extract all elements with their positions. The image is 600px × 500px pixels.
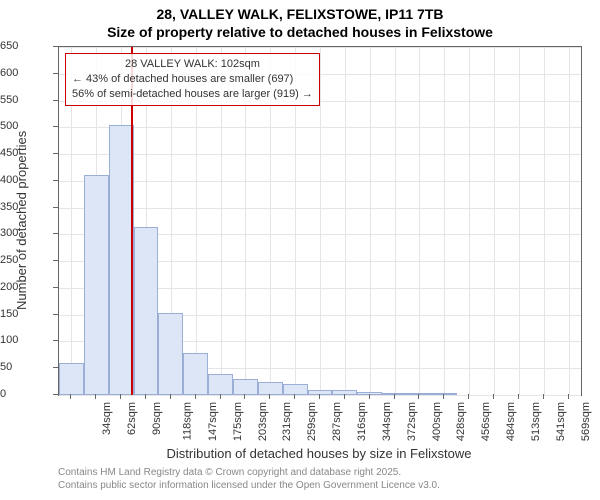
annotation-line1: 28 VALLEY WALK: 102sqm <box>72 57 313 72</box>
x-tick-label: 316sqm <box>357 402 369 441</box>
y-tick-label: 550 <box>0 94 50 106</box>
histogram-bar <box>59 363 84 395</box>
annotation-line3: 56% of semi-detached houses are larger (… <box>72 87 313 102</box>
histogram-bar <box>158 313 183 395</box>
x-tick-label: 569sqm <box>580 402 592 441</box>
x-tick-label: 147sqm <box>207 402 219 441</box>
gridline <box>444 47 445 395</box>
gridline <box>345 47 346 395</box>
plot-area: 28 VALLEY WALK: 102sqm← 43% of detached … <box>58 46 582 396</box>
x-tick-label: 62sqm <box>126 402 138 435</box>
y-tick-label: 0 <box>0 388 50 400</box>
x-tick-label: 372sqm <box>406 402 418 441</box>
x-tick-label: 400sqm <box>431 402 443 441</box>
y-tick-label: 600 <box>0 67 50 79</box>
x-tick-label: 203sqm <box>257 402 269 441</box>
gridline <box>519 47 520 395</box>
histogram-bar <box>109 125 134 395</box>
gridline <box>494 47 495 395</box>
y-tick-label: 100 <box>0 334 50 346</box>
y-axis-label: Number of detached properties <box>14 131 29 310</box>
histogram-bar <box>134 227 159 395</box>
gridline <box>395 47 396 395</box>
annotation-box: 28 VALLEY WALK: 102sqm← 43% of detached … <box>65 53 320 106</box>
attribution-footer: Contains HM Land Registry data © Crown c… <box>58 466 440 492</box>
x-tick-label: 287sqm <box>331 402 343 441</box>
histogram-bar <box>258 382 283 395</box>
x-tick-label: 513sqm <box>531 402 543 441</box>
histogram-bar <box>84 175 109 395</box>
gridline <box>544 47 545 395</box>
chart-title-line1: 28, VALLEY WALK, FELIXSTOWE, IP11 7TB <box>0 0 600 22</box>
x-tick-label: 118sqm <box>181 402 193 440</box>
histogram-bar <box>407 393 432 395</box>
gridline <box>320 47 321 395</box>
x-tick-label: 456sqm <box>480 402 492 441</box>
histogram-bar <box>283 384 308 395</box>
x-tick-label: 34sqm <box>101 402 113 435</box>
footer-line1: Contains HM Land Registry data © Crown c… <box>58 466 440 479</box>
x-tick-label: 541sqm <box>555 402 567 441</box>
gridline <box>569 47 570 395</box>
x-tick-label: 259sqm <box>306 402 318 441</box>
y-tick-label: 50 <box>0 361 50 373</box>
histogram-bar <box>233 379 258 395</box>
footer-line2: Contains public sector information licen… <box>58 479 440 492</box>
annotation-line2: ← 43% of detached houses are smaller (69… <box>72 72 313 87</box>
x-tick-label: 175sqm <box>232 402 244 441</box>
x-axis-label: Distribution of detached houses by size … <box>58 446 580 461</box>
histogram-bar <box>183 353 208 395</box>
x-tick-label: 484sqm <box>505 402 517 441</box>
x-tick-label: 231sqm <box>282 402 294 441</box>
histogram-bar <box>208 374 233 395</box>
gridline <box>370 47 371 395</box>
x-tick-label: 90sqm <box>151 402 163 435</box>
x-tick-label: 428sqm <box>456 402 468 441</box>
y-tick-label: 650 <box>0 40 50 52</box>
histogram-bar <box>432 393 457 395</box>
chart-title-line2: Size of property relative to detached ho… <box>0 22 600 40</box>
gridline <box>469 47 470 395</box>
gridline <box>419 47 420 395</box>
x-tick-label: 344sqm <box>381 402 393 441</box>
